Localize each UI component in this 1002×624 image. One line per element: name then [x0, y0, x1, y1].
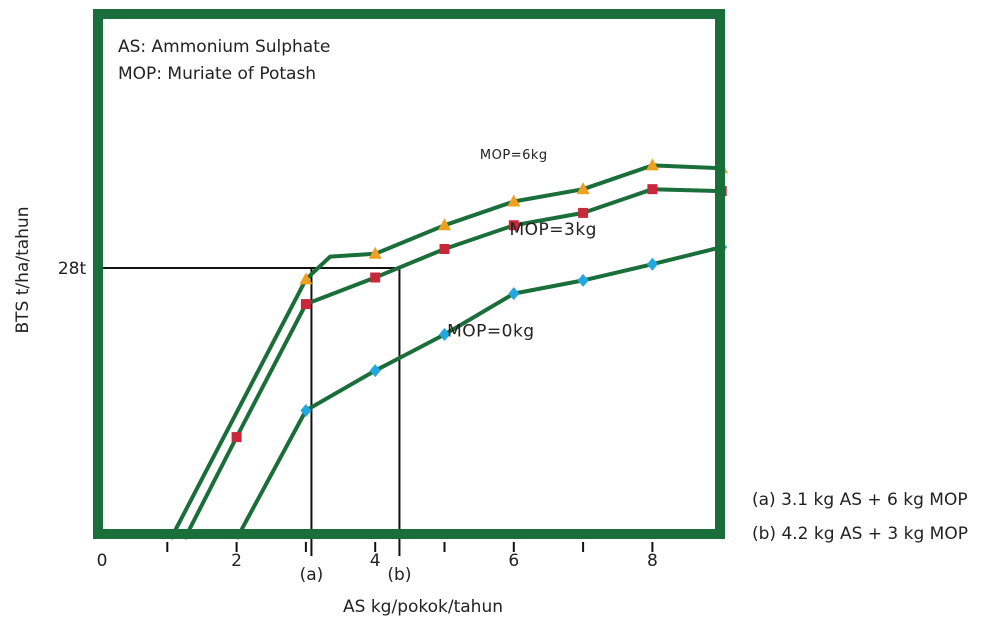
triangle-marker — [645, 158, 659, 171]
square-marker — [508, 220, 519, 231]
x-tick-label: 4 — [370, 551, 381, 571]
series-mop-0kg-line — [234, 245, 723, 540]
triangle-marker — [438, 218, 451, 231]
triangle-marker — [299, 272, 313, 285]
diamond-marker — [508, 287, 520, 301]
reference-label-a: (a) — [300, 565, 324, 585]
legend-text-as: AS: Ammonium Sulphate — [118, 37, 330, 57]
x-axis-label: AS kg/pokok/tahun — [343, 597, 503, 617]
y-axis-label: BTS t/ha/tahun — [13, 207, 33, 334]
diamond-marker — [646, 257, 658, 271]
square-marker — [300, 299, 311, 310]
triangle-marker — [507, 194, 521, 207]
diamond-marker — [439, 328, 450, 341]
series-mop-6kg-line — [169, 163, 722, 540]
x-tick-label: 2 — [231, 551, 242, 571]
plot-frame — [93, 9, 725, 539]
triangle-marker — [368, 246, 382, 259]
legend-text-mop: MOP: Muriate of Potash — [118, 64, 316, 84]
x-tick-label: 0 — [97, 551, 108, 571]
diamond-marker — [577, 273, 589, 287]
reference-label-b: (b) — [387, 565, 411, 585]
square-marker — [647, 184, 658, 195]
diamond-marker — [369, 364, 381, 378]
note-b: (b) 4.2 kg AS + 3 kg MOP — [752, 524, 968, 544]
square-marker — [231, 432, 242, 443]
square-marker — [370, 272, 381, 283]
x-tick-label: 8 — [647, 551, 658, 571]
triangle-marker — [576, 182, 590, 195]
y-tick-label: 28t — [58, 259, 87, 279]
series-mop-3kg-label: MOP=3kg — [509, 220, 597, 240]
note-a: (a) 3.1 kg AS + 6 kg MOP — [752, 490, 968, 510]
square-marker — [439, 244, 450, 254]
series-mop-0kg-label: MOP=0kg — [447, 321, 535, 341]
diamond-marker — [300, 404, 312, 417]
x-tick-label: 6 — [508, 551, 519, 571]
square-marker — [578, 207, 589, 218]
series-mop-6kg-label: MOP=6kg — [480, 148, 548, 163]
